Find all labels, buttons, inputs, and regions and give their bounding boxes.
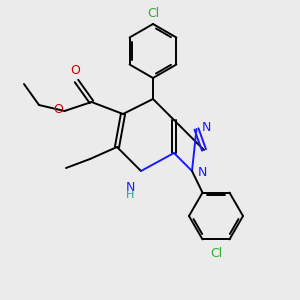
- Text: N: N: [202, 121, 211, 134]
- Text: H: H: [126, 190, 135, 200]
- Text: Cl: Cl: [147, 8, 159, 20]
- Text: N: N: [197, 166, 207, 179]
- Text: Cl: Cl: [210, 247, 222, 260]
- Text: O: O: [53, 103, 63, 116]
- Text: O: O: [70, 64, 80, 77]
- Text: N: N: [126, 181, 135, 194]
